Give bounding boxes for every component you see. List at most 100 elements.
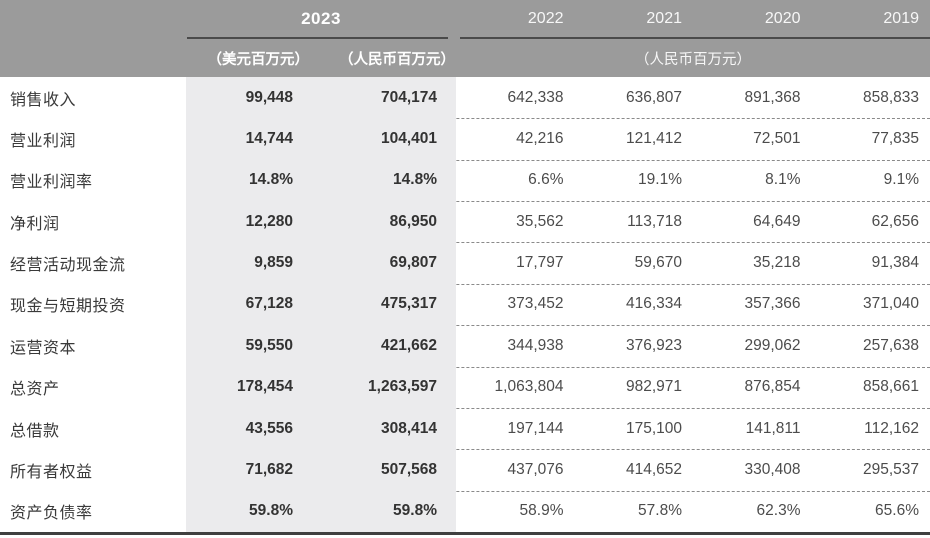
cell-usd-2023: 9,859 <box>186 242 310 284</box>
table-row: 净利润 12,280 86,950 35,562 113,718 64,649 … <box>0 201 930 244</box>
cell-2020: 8.1% <box>765 171 801 189</box>
table-row: 总借款 43,556 308,414 197,144 175,100 141,8… <box>0 407 930 451</box>
cell-2022: 35,562 <box>516 212 564 230</box>
row-label: 经营活动现金流 <box>10 257 126 275</box>
cell-2020: 64,649 <box>753 212 801 230</box>
cell-rmb-2023: 704,174 <box>310 77 456 119</box>
cell-rmb-2023: 14.8% <box>310 159 456 202</box>
cell-2022: 42,216 <box>516 130 564 148</box>
cell-2022: 344,938 <box>507 336 564 354</box>
header-units-2023: （美元百万元） （人民币百万元） <box>186 39 456 77</box>
cell-2019: 91,384 <box>871 254 919 272</box>
table-row: 资产负债率 59.8% 59.8% 58.9% 57.8% 62.3% 65.6… <box>0 490 930 532</box>
cell-2019: 295,537 <box>862 460 919 478</box>
row-label: 运营资本 <box>10 339 77 357</box>
cell-2022: 58.9% <box>519 502 564 520</box>
cell-2022: 197,144 <box>507 419 564 437</box>
cell-2019: 112,162 <box>864 419 919 437</box>
table-row: 销售收入 99,448 704,174 642,338 636,807 891,… <box>0 77 930 120</box>
cell-usd-2023: 12,280 <box>186 201 310 243</box>
cell-rmb-2023: 69,807 <box>310 242 456 284</box>
header-year-2021: 2021 <box>646 9 682 27</box>
table-header: 2023 （美元百万元） （人民币百万元） 2022 2021 2020 201… <box>0 0 930 77</box>
cell-2021: 414,652 <box>625 460 682 478</box>
cell-usd-2023: 14.8% <box>186 159 310 202</box>
cell-2019: 371,040 <box>862 295 919 313</box>
cell-2019: 9.1% <box>883 171 919 189</box>
cell-2019: 77,835 <box>871 130 919 148</box>
cell-2020: 891,368 <box>744 88 801 106</box>
cell-2021: 636,807 <box>625 88 682 106</box>
cell-2022: 17,797 <box>516 254 564 272</box>
cell-2020: 62.3% <box>756 502 801 520</box>
header-year-2022: 2022 <box>527 9 564 27</box>
header-unit-rmb: （人民币百万元） <box>339 51 455 68</box>
row-label: 现金与短期投资 <box>10 298 126 316</box>
cell-usd-2023: 67,128 <box>186 283 310 326</box>
table-row: 所有者权益 71,682 507,568 437,076 414,652 330… <box>0 449 930 492</box>
header-underline-2023 <box>187 37 448 39</box>
cell-usd-2023: 59.8% <box>186 490 310 532</box>
cell-usd-2023: 59,550 <box>186 325 310 367</box>
cell-2020: 299,062 <box>744 336 801 354</box>
cell-rmb-2023: 86,950 <box>310 201 456 243</box>
cell-rmb-2023: 1,263,597 <box>310 366 456 408</box>
header-group-prior-years: 2022 2021 2020 2019 （人民币百万元） <box>456 0 930 77</box>
cell-2021: 59,670 <box>634 254 682 272</box>
cell-2021: 376,923 <box>625 336 682 354</box>
cell-2019: 62,656 <box>871 212 919 230</box>
cell-rmb-2023: 104,401 <box>310 118 456 160</box>
row-label: 所有者权益 <box>10 463 93 481</box>
header-year-2020: 2020 <box>764 9 801 27</box>
row-label: 净利润 <box>10 215 60 233</box>
table-row: 营业利润率 14.8% 14.8% 6.6% 19.1% 8.1% 9.1% <box>0 159 930 203</box>
header-underline-prior-years <box>460 37 930 39</box>
cell-2020: 35,218 <box>753 254 801 272</box>
cell-rmb-2023: 421,662 <box>310 325 456 367</box>
cell-usd-2023: 71,682 <box>186 449 310 491</box>
table-row: 现金与短期投资 67,128 475,317 373,452 416,334 3… <box>0 283 930 327</box>
header-unit-usd: （美元百万元） <box>207 51 310 68</box>
cell-2021: 113,718 <box>627 212 682 230</box>
row-label: 营业利润 <box>10 133 77 151</box>
row-label: 总借款 <box>10 422 60 440</box>
table-row: 运营资本 59,550 421,662 344,938 376,923 299,… <box>0 325 930 368</box>
cell-2021: 982,971 <box>625 378 682 396</box>
row-label: 销售收入 <box>10 91 77 109</box>
cell-2019: 257,638 <box>862 336 919 354</box>
cell-2021: 416,334 <box>625 295 682 313</box>
table-row: 总资产 178,454 1,263,597 1,063,804 982,971 … <box>0 366 930 410</box>
table-body: 销售收入 99,448 704,174 642,338 636,807 891,… <box>0 77 930 535</box>
header-label-spacer <box>0 0 186 77</box>
cell-2021: 175,100 <box>625 419 682 437</box>
cell-2019: 858,833 <box>862 88 919 106</box>
cell-2020: 876,854 <box>744 378 801 396</box>
cell-2020: 357,366 <box>744 295 801 313</box>
row-label: 总资产 <box>10 381 60 399</box>
cell-2019: 65.6% <box>875 502 919 520</box>
cell-2020: 72,501 <box>753 130 801 148</box>
cell-2019: 858,661 <box>862 378 919 396</box>
cell-2022: 1,063,804 <box>494 378 564 396</box>
header-prior-years-row: 2022 2021 2020 2019 <box>456 0 930 37</box>
cell-rmb-2023: 475,317 <box>310 283 456 326</box>
row-label: 营业利润率 <box>10 174 93 192</box>
header-group-2023: 2023 （美元百万元） （人民币百万元） <box>186 0 456 77</box>
cell-usd-2023: 99,448 <box>186 77 310 119</box>
cell-usd-2023: 14,744 <box>186 118 310 160</box>
cell-2020: 141,811 <box>745 419 801 437</box>
cell-2022: 642,338 <box>507 88 564 106</box>
cell-2021: 19.1% <box>638 171 682 189</box>
cell-2022: 373,452 <box>507 295 564 313</box>
cell-2021: 57.8% <box>638 502 682 520</box>
cell-usd-2023: 43,556 <box>186 407 310 450</box>
cell-2020: 330,408 <box>744 460 801 478</box>
header-year-2023: 2023 <box>301 8 341 28</box>
header-year-2019: 2019 <box>883 9 919 27</box>
cell-2022: 6.6% <box>528 171 564 189</box>
cell-rmb-2023: 507,568 <box>310 449 456 491</box>
cell-2022: 437,076 <box>507 460 564 478</box>
cell-2021: 121,412 <box>625 130 682 148</box>
table-row: 经营活动现金流 9,859 69,807 17,797 59,670 35,21… <box>0 242 930 286</box>
